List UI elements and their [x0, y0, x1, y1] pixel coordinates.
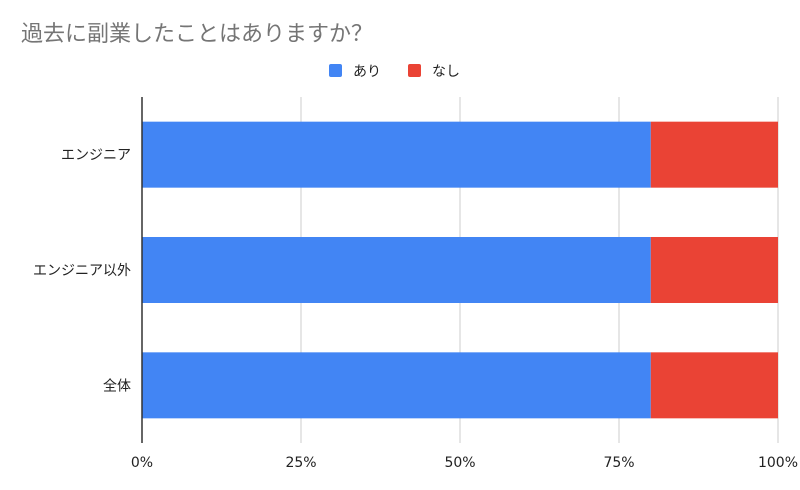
x-tick-label-100: 100% — [758, 455, 798, 471]
legend-label-ari: あり — [353, 64, 381, 80]
category-label-engineer: エンジニア — [61, 148, 131, 164]
bar-ari-non-engineer — [142, 237, 651, 303]
bar-ari-all — [142, 352, 651, 419]
legend-swatch-ari — [329, 64, 342, 77]
x-tick-label-0: 0% — [131, 455, 153, 471]
category-labels: エンジニア エンジニア以外 全体 — [33, 148, 131, 395]
x-tick-label-75: 75% — [603, 455, 634, 471]
category-label-non-engineer: エンジニア以外 — [33, 263, 131, 279]
category-label-all: 全体 — [103, 377, 131, 394]
bar-nashi-engineer — [650, 121, 778, 188]
bar-nashi-non-engineer — [650, 237, 778, 303]
x-axis-ticks: 0% 25% 50% 75% 100% — [131, 455, 798, 471]
legend: あり なし — [329, 64, 460, 80]
x-tick-label-50: 50% — [444, 455, 475, 471]
x-tick-label-25: 25% — [285, 455, 316, 471]
chart-title: 過去に副業したことはありますか？ — [21, 22, 373, 47]
legend-label-nashi: なし — [432, 64, 460, 80]
bar-ari-engineer — [142, 121, 651, 188]
bars — [142, 121, 778, 419]
bar-nashi-all — [650, 352, 778, 419]
legend-swatch-nashi — [408, 64, 421, 77]
